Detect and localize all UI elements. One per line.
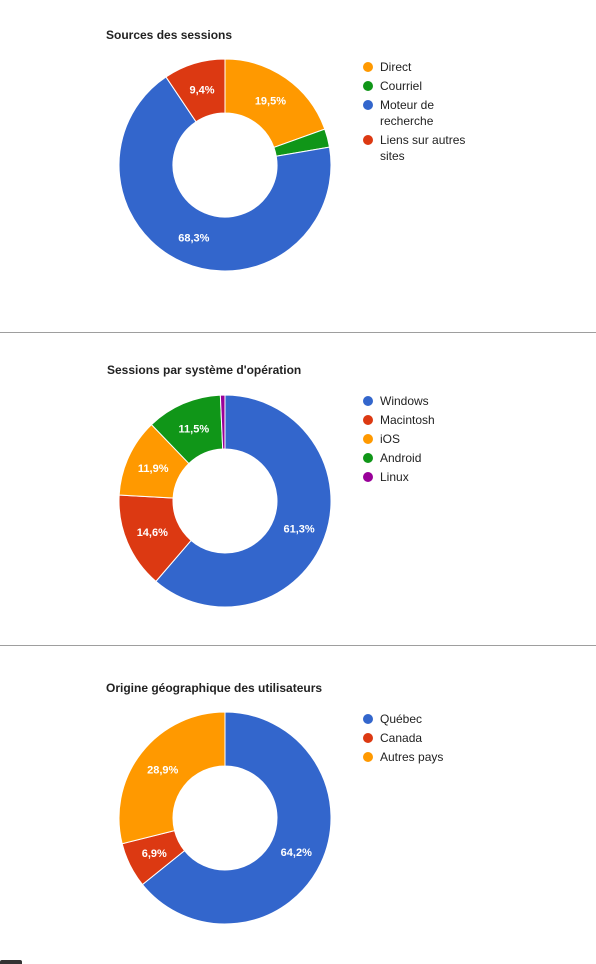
legend-label: Direct — [380, 60, 412, 74]
legend-item[interactable]: Canada — [363, 730, 493, 746]
legend-label: Courriel — [380, 79, 423, 93]
legend-item[interactable]: Autres pays — [363, 749, 493, 765]
chart-title: Sessions par système d'opération — [107, 363, 302, 377]
legend-label: Macintosh — [380, 413, 435, 427]
legend-item[interactable]: iOS — [363, 431, 493, 447]
legend-swatch — [363, 81, 373, 91]
slice-value-label: 6,9% — [142, 848, 167, 860]
donut-slice[interactable] — [141, 711, 332, 925]
chart-title: Sources des sessions — [106, 28, 233, 42]
chart-panel-os: Sessions par système d'opération 61,3% 14… — [0, 334, 596, 644]
legend-item[interactable]: Direct — [363, 59, 493, 75]
slice-value-label: 9,4% — [189, 84, 214, 96]
legend-label: Québec — [380, 712, 423, 726]
slice-value-label: 14,6% — [137, 527, 168, 539]
slice-value-label: 19,5% — [255, 95, 286, 107]
chart-legend: Windows Macintosh iOS Android Linux — [363, 393, 493, 488]
legend-item[interactable]: Moteur de recherche — [363, 97, 460, 129]
slice-value-label: 68,3% — [178, 233, 209, 245]
slice-value-label: 28,9% — [147, 764, 178, 776]
chart-legend: Direct Courriel Moteur de recherche Lien… — [363, 59, 493, 167]
donut-chart: 61,3% 14,6% 11,9% 11,5% — [118, 394, 332, 608]
legend-item[interactable]: Linux — [363, 469, 493, 485]
legend-swatch — [363, 453, 373, 463]
legend-item[interactable]: Windows — [363, 393, 493, 409]
chart-panel-sources: Sources des sessions 19,5% 68,3% 9,4% Dire… — [0, 0, 596, 332]
legend-label: Liens sur autres sites — [380, 133, 466, 163]
legend-label: iOS — [380, 432, 401, 446]
donut-slice[interactable] — [165, 58, 226, 123]
legend-swatch — [363, 62, 373, 72]
legend-swatch — [363, 434, 373, 444]
legend-swatch — [363, 135, 373, 145]
legend-swatch — [363, 472, 373, 482]
legend-item[interactable]: Courriel — [363, 78, 493, 94]
legend-label: Windows — [380, 394, 429, 408]
legend-label: Linux — [380, 470, 409, 484]
chart-legend: Québec Canada Autres pays — [363, 711, 493, 768]
donut-chart: 19,5% 68,3% 9,4% — [118, 58, 332, 272]
chart-panel-geography: Origine géographique des utilisateurs 64… — [0, 646, 596, 964]
legend-swatch — [363, 752, 373, 762]
donut-slice[interactable] — [118, 76, 332, 272]
legend-label: Moteur de recherche — [380, 98, 435, 128]
slice-value-label: 11,9% — [138, 463, 169, 475]
chart-title: Origine géographique des utilisateurs — [106, 681, 323, 695]
legend-swatch — [363, 415, 373, 425]
legend-swatch — [363, 714, 373, 724]
donut-slice[interactable] — [118, 711, 226, 845]
legend-swatch — [363, 733, 373, 743]
donut-slice[interactable] — [155, 394, 332, 608]
legend-item[interactable]: Liens sur autres sites — [363, 132, 480, 164]
legend-label: Autres pays — [380, 750, 444, 764]
legend-swatch — [363, 396, 373, 406]
donut-slice[interactable] — [219, 394, 226, 450]
section-divider — [0, 645, 596, 646]
section-divider — [0, 332, 596, 333]
slice-value-label: 64,2% — [281, 847, 312, 859]
donut-slice[interactable] — [224, 58, 326, 149]
legend-swatch — [363, 100, 373, 110]
slice-value-label: 61,3% — [283, 523, 314, 535]
legend-label: Android — [380, 451, 422, 465]
legend-label: Canada — [380, 731, 423, 745]
corner-tab — [0, 960, 22, 964]
slice-value-label: 11,5% — [179, 423, 210, 435]
legend-item[interactable]: Macintosh — [363, 412, 493, 428]
legend-item[interactable]: Android — [363, 450, 493, 466]
legend-item[interactable]: Québec — [363, 711, 493, 727]
donut-chart: 64,2% 6,9% 28,9% — [118, 711, 332, 925]
